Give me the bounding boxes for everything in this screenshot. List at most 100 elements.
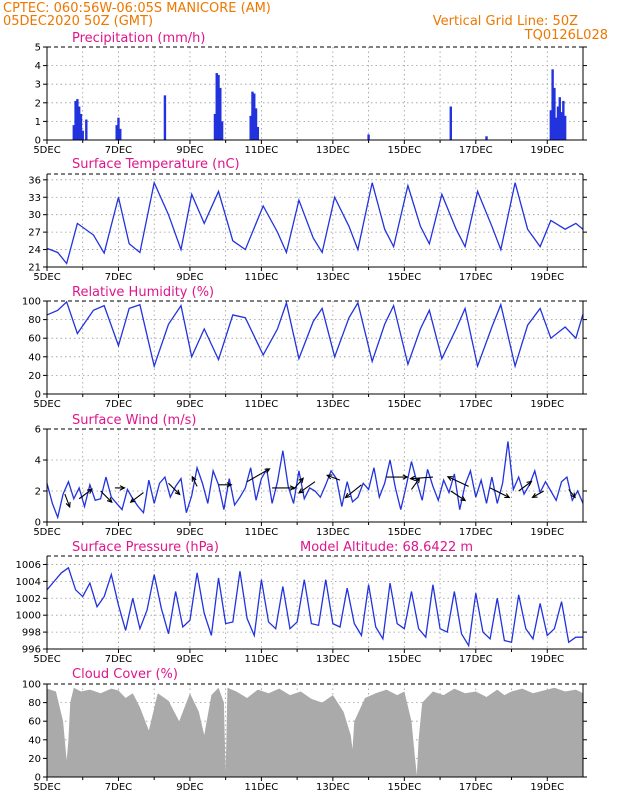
- cloud-xtick-label: 9DEC: [176, 782, 203, 793]
- wind-xtick-label: 19DEC: [530, 527, 564, 538]
- cloud-cover-area: [47, 687, 583, 777]
- precip-bar: [485, 136, 488, 140]
- precip-xtick-label: 9DEC: [176, 145, 203, 156]
- wind-arrow-head: [129, 497, 136, 503]
- header-station: CPTEC: 060:56W-06:05S MANICORE (AM): [3, 1, 271, 16]
- cloud-xtick-label: 15DEC: [387, 782, 421, 793]
- temp-xtick-label: 17DEC: [459, 272, 493, 283]
- cloud-xtick-label: 7DEC: [105, 782, 132, 793]
- precip-bar: [253, 93, 256, 140]
- precip-ytick-label: 2: [35, 98, 41, 109]
- cloud-xtick-label: 17DEC: [459, 782, 493, 793]
- temp-ytick-label: 24: [28, 245, 41, 256]
- press-ytick-label: 1004: [16, 577, 41, 588]
- wind-ytick-label: 2: [35, 487, 41, 498]
- precip-xtick-label: 5DEC: [33, 145, 60, 156]
- cloud-xtick-label: 19DEC: [530, 782, 564, 793]
- temp-xtick-label: 11DEC: [245, 272, 279, 283]
- wind-xtick-label: 17DEC: [459, 527, 493, 538]
- temp-xtick-label: 13DEC: [316, 272, 350, 283]
- wind-arrow-head: [446, 476, 453, 481]
- precip-bar: [219, 87, 222, 140]
- wind-arrow-head: [86, 488, 93, 494]
- precip-title: Precipitation (mm/h): [72, 31, 205, 46]
- wind-arrow: [489, 487, 510, 498]
- precip-xtick-label: 11DEC: [245, 145, 279, 156]
- precip-xtick-label: 15DEC: [387, 145, 421, 156]
- cloud-ytick-label: 100: [22, 680, 41, 691]
- wind-arrow-head: [526, 480, 533, 487]
- precip-bar: [553, 87, 556, 140]
- wind-arrow: [64, 493, 71, 508]
- precip-ytick-label: 5: [35, 43, 41, 54]
- temp-xtick-label: 15DEC: [387, 272, 421, 283]
- model-altitude: Model Altitude: 68.6422 m: [300, 540, 473, 555]
- precip-ytick-label: 4: [35, 61, 41, 72]
- wind-arrow-head: [174, 489, 181, 496]
- press-xtick-label: 15DEC: [387, 654, 421, 665]
- rh-xtick-label: 7DEC: [105, 399, 132, 410]
- cloud-ytick-label: 80: [28, 698, 41, 709]
- precip-bar: [115, 125, 118, 140]
- wind-arrow: [518, 480, 532, 492]
- rh-title: Relative Humidity (%): [72, 285, 214, 300]
- precip-bar: [555, 117, 558, 140]
- wind-xtick-label: 5DEC: [33, 527, 60, 538]
- wind-arrow-head: [65, 501, 71, 509]
- precip-bar: [551, 69, 554, 140]
- wind-arrow: [327, 474, 341, 481]
- rh-ytick-label: 100: [22, 297, 41, 308]
- precip-bar: [213, 113, 217, 140]
- precip-bar: [560, 112, 563, 140]
- temp-xtick-label: 9DEC: [176, 272, 203, 283]
- wind-arrow: [78, 488, 93, 500]
- wind-ytick-label: 0: [35, 518, 41, 529]
- wind-arrow-head: [409, 475, 416, 482]
- precip-bar: [217, 74, 220, 140]
- wind-arrow-head: [298, 477, 304, 484]
- precip-xtick-label: 7DEC: [105, 145, 132, 156]
- precip-xtick-label: 17DEC: [459, 145, 493, 156]
- rh-xtick-label: 9DEC: [176, 399, 203, 410]
- wind-ytick-label: 6: [35, 425, 41, 436]
- precip-xtick-label: 19DEC: [530, 145, 564, 156]
- wind-arrow: [168, 482, 181, 495]
- precip-ytick-label: 0: [35, 136, 41, 147]
- wind-arrow: [191, 476, 198, 487]
- precip-panel: Precipitation (mm/h) 0 1 2 3 4 5 5DEC 7DEC 9DEC 1…: [33, 31, 587, 156]
- cloud-ytick-label: 20: [28, 754, 41, 765]
- temp-panel: Surface Temperature (nC) 21 24 27 30 33 36 5DE…: [28, 157, 587, 283]
- precip-bar: [563, 115, 567, 140]
- temp-xtick-label: 19DEC: [530, 272, 564, 283]
- press-ytick-label: 1002: [16, 594, 41, 605]
- cloud-ytick-label: 60: [28, 717, 41, 728]
- rh-ytick-label: 80: [28, 315, 41, 326]
- precip-bar: [81, 130, 84, 140]
- wind-xtick-label: 15DEC: [387, 527, 421, 538]
- press-xtick-label: 11DEC: [245, 654, 279, 665]
- rh-xtick-label: 15DEC: [387, 399, 421, 410]
- press-xtick-label: 9DEC: [176, 654, 203, 665]
- wind-arrow-head: [326, 474, 333, 480]
- press-ytick-label: 1000: [16, 611, 41, 622]
- precip-bar: [449, 106, 452, 140]
- wind-arrow-head: [264, 468, 271, 474]
- wind-xtick-label: 7DEC: [105, 527, 132, 538]
- wind-arrow: [298, 481, 316, 494]
- press-xtick-label: 5DEC: [33, 654, 60, 665]
- rh-xtick-label: 13DEC: [316, 399, 350, 410]
- precip-bar: [254, 108, 258, 140]
- wind-ytick-label: 4: [35, 456, 41, 467]
- wind-arrow: [293, 477, 304, 490]
- wind-xtick-label: 11DEC: [245, 527, 279, 538]
- press-line: [46, 566, 583, 648]
- precip-bar: [256, 126, 260, 140]
- precip-xtick-label: 13DEC: [316, 145, 350, 156]
- rh-ytick-label: 20: [28, 371, 41, 382]
- wind-arrow: [532, 490, 544, 498]
- wind-arrow: [568, 489, 576, 498]
- precip-bar: [367, 134, 370, 140]
- precip-bar: [215, 73, 218, 140]
- press-xtick-label: 7DEC: [105, 654, 132, 665]
